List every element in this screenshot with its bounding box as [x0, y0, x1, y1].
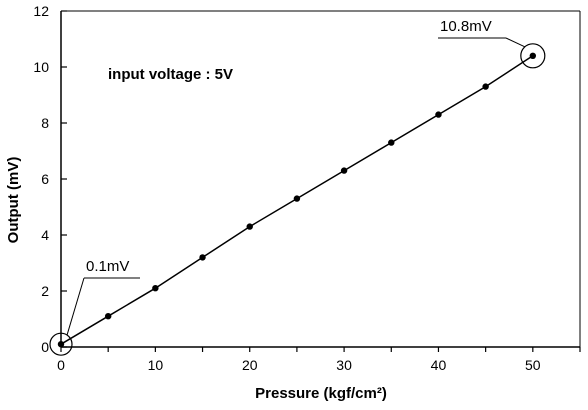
annotation-low-value: 0.1mV	[86, 258, 129, 275]
data-point	[199, 254, 206, 261]
data-point	[57, 341, 65, 348]
data-point	[529, 52, 537, 59]
data-point	[340, 167, 348, 174]
x-ticks: 0 10 20 30 40 50	[57, 347, 581, 373]
y-tick-label: 2	[41, 283, 49, 299]
leader-line-high	[505, 37, 526, 48]
callout-circle-low	[49, 332, 73, 356]
data-point	[482, 83, 489, 90]
annotation-high-value: 10.8mV	[440, 18, 492, 35]
y-tick-label: 0	[41, 339, 49, 355]
data-point	[246, 223, 253, 230]
data-point	[293, 195, 301, 202]
x-axis-title: Pressure (kgf/cm²)	[255, 385, 387, 402]
data-point	[435, 111, 442, 118]
x-tick-label: 30	[336, 357, 352, 373]
chart-series	[57, 52, 537, 348]
chart-annotations: input voltage : 5V 0.1mV 10.8mV	[49, 18, 546, 356]
y-axis-title: Output (mV)	[5, 157, 22, 244]
y-ticks: 0 2 4 6 8 10 12	[33, 3, 67, 355]
x-tick-label: 0	[57, 357, 65, 373]
y-tick-label: 6	[41, 171, 49, 187]
data-point	[388, 139, 395, 146]
data-point	[152, 285, 159, 292]
x-tick-label: 40	[431, 357, 447, 373]
chart-axes	[60, 10, 581, 348]
x-tick-label: 20	[242, 357, 258, 373]
x-tick-label: 10	[148, 357, 164, 373]
data-point	[104, 313, 112, 320]
y-tick-label: 8	[41, 115, 49, 131]
y-tick-label: 12	[33, 3, 49, 19]
y-tick-label: 10	[33, 59, 49, 75]
leader-line-low	[66, 277, 85, 336]
y-tick-label: 4	[41, 227, 49, 243]
annotation-input-voltage: input voltage : 5V	[108, 66, 233, 83]
x-tick-label: 50	[525, 357, 541, 373]
callout-circle-high	[520, 43, 546, 69]
